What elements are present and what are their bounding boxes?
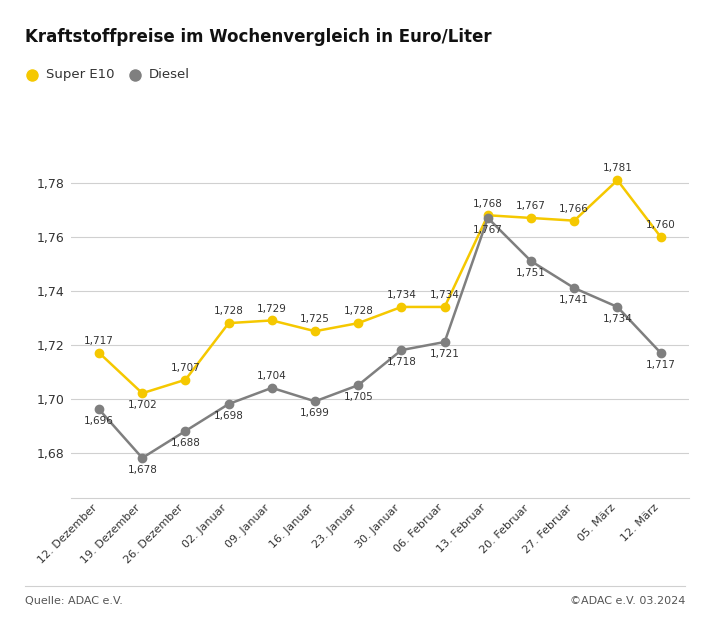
Text: 1,696: 1,696 bbox=[84, 416, 114, 426]
Text: 1,699: 1,699 bbox=[300, 408, 330, 418]
Text: 1,734: 1,734 bbox=[386, 290, 416, 300]
Text: 1,767: 1,767 bbox=[516, 201, 546, 211]
Text: 1,751: 1,751 bbox=[516, 268, 546, 278]
Text: Super E10: Super E10 bbox=[46, 69, 114, 81]
Text: 1,698: 1,698 bbox=[214, 411, 244, 421]
Text: Quelle: ADAC e.V.: Quelle: ADAC e.V. bbox=[25, 596, 123, 606]
Text: 1,688: 1,688 bbox=[170, 438, 200, 448]
Text: 1,768: 1,768 bbox=[473, 199, 503, 209]
Text: Diesel: Diesel bbox=[149, 69, 190, 81]
Text: 1,717: 1,717 bbox=[84, 336, 114, 346]
Text: 1,729: 1,729 bbox=[257, 303, 287, 314]
Text: ©ADAC e.V. 03.2024: ©ADAC e.V. 03.2024 bbox=[569, 596, 685, 606]
Text: 1,678: 1,678 bbox=[127, 465, 157, 475]
Text: 1,741: 1,741 bbox=[559, 295, 589, 305]
Text: 1,766: 1,766 bbox=[559, 204, 589, 214]
Text: Kraftstoffpreise im Wochenvergleich in Euro/Liter: Kraftstoffpreise im Wochenvergleich in E… bbox=[25, 28, 491, 46]
Text: 1,704: 1,704 bbox=[257, 371, 287, 381]
Text: 1,734: 1,734 bbox=[430, 290, 459, 300]
Text: 1,767: 1,767 bbox=[473, 225, 503, 235]
Text: 1,725: 1,725 bbox=[300, 315, 330, 325]
Text: 1,760: 1,760 bbox=[646, 220, 675, 230]
Text: 1,781: 1,781 bbox=[603, 163, 633, 173]
Text: 1,702: 1,702 bbox=[127, 400, 157, 410]
Text: 1,728: 1,728 bbox=[344, 307, 373, 316]
Text: 1,717: 1,717 bbox=[645, 359, 675, 369]
Text: 1,728: 1,728 bbox=[214, 307, 244, 316]
Text: 1,734: 1,734 bbox=[603, 314, 633, 324]
Text: 1,707: 1,707 bbox=[170, 363, 200, 373]
Text: 1,718: 1,718 bbox=[386, 357, 416, 367]
Text: 1,705: 1,705 bbox=[344, 392, 373, 402]
Text: 1,721: 1,721 bbox=[430, 349, 459, 359]
